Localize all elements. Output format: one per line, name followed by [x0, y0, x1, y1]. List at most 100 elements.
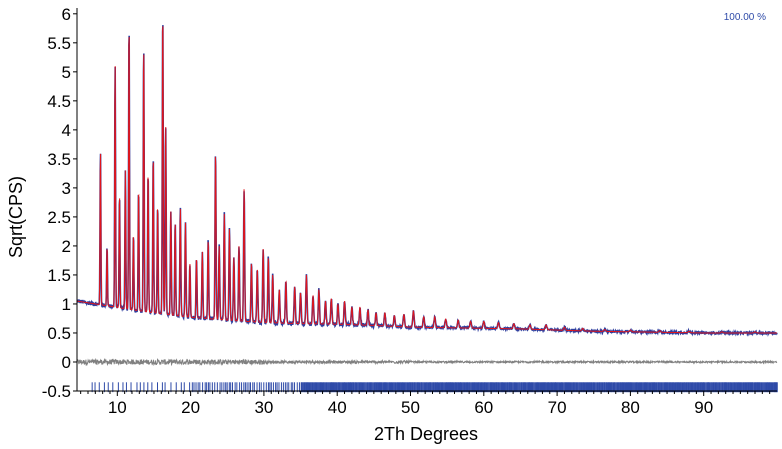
reflection-tick	[696, 382, 698, 393]
reflection-tick	[515, 382, 517, 393]
reflection-tick	[678, 382, 680, 393]
reflection-tick	[147, 382, 149, 393]
reflection-tick	[669, 382, 671, 393]
reflection-ticks	[91, 382, 778, 393]
reflection-tick	[641, 382, 643, 393]
reflection-tick	[475, 382, 477, 393]
reflection-tick	[643, 382, 645, 393]
reflection-tick	[436, 382, 438, 393]
reflection-tick	[543, 382, 545, 393]
reflection-tick	[493, 382, 495, 393]
reflection-tick	[655, 382, 657, 393]
reflection-tick	[571, 382, 573, 393]
reflection-tick	[455, 382, 457, 393]
reflection-tick	[544, 382, 546, 393]
reflection-tick	[614, 382, 616, 393]
reflection-tick	[388, 382, 390, 393]
reflection-tick	[364, 382, 366, 393]
reflection-tick	[327, 382, 329, 393]
reflection-tick	[241, 382, 243, 393]
reflection-tick	[755, 382, 757, 393]
reflection-tick	[619, 382, 621, 393]
reflection-tick	[343, 382, 345, 393]
reflection-tick	[628, 382, 630, 393]
reflection-tick	[282, 382, 284, 393]
reflection-tick	[683, 382, 685, 393]
reflection-tick	[766, 382, 768, 393]
reflection-tick	[207, 382, 209, 393]
reflection-tick	[696, 382, 698, 393]
reflection-tick	[211, 382, 213, 393]
reflection-tick	[438, 382, 440, 393]
reflection-tick	[708, 382, 710, 393]
reflection-tick	[323, 382, 325, 393]
reflection-tick	[478, 382, 480, 393]
reflection-tick	[310, 382, 312, 393]
reflection-tick	[579, 382, 581, 393]
reflection-tick	[444, 382, 446, 393]
reflection-tick	[328, 382, 330, 393]
reflection-tick	[750, 382, 752, 393]
reflection-tick	[317, 382, 319, 393]
y-tick-label: 5	[62, 63, 71, 82]
reflection-tick	[597, 382, 599, 393]
reflection-tick	[634, 382, 636, 393]
reflection-tick	[476, 382, 478, 393]
reflection-tick	[560, 382, 562, 393]
reflection-tick	[607, 382, 609, 393]
reflection-tick	[221, 382, 223, 393]
reflection-tick	[549, 382, 551, 393]
reflection-tick	[292, 382, 294, 393]
reflection-tick	[392, 382, 394, 393]
y-tick-label: 2.5	[47, 208, 71, 227]
reflection-tick	[417, 382, 419, 393]
reflection-tick	[355, 382, 357, 393]
reflection-tick	[543, 382, 545, 393]
reflection-tick	[753, 382, 755, 393]
reflection-tick	[583, 382, 585, 393]
reflection-tick	[481, 382, 483, 393]
reflection-tick	[430, 382, 432, 393]
reflection-tick	[453, 382, 455, 393]
reflection-tick	[267, 382, 269, 393]
reflection-tick	[288, 382, 290, 393]
reflection-tick	[458, 382, 460, 393]
reflection-tick	[563, 382, 565, 393]
reflection-tick	[397, 382, 399, 393]
reflection-tick	[704, 382, 706, 393]
reflection-tick	[457, 382, 459, 393]
reflection-tick	[437, 382, 439, 393]
reflection-tick	[395, 382, 397, 393]
reflection-tick	[311, 382, 313, 393]
reflection-tick	[447, 382, 449, 393]
reflection-tick	[514, 382, 515, 393]
reflection-tick	[503, 382, 505, 393]
reflection-tick	[729, 382, 731, 393]
reflection-tick	[202, 382, 204, 393]
reflection-tick	[599, 382, 601, 393]
reflection-tick	[502, 382, 504, 393]
reflection-tick	[357, 382, 359, 393]
reflection-tick	[711, 382, 713, 393]
reflection-tick	[368, 382, 370, 393]
reflection-tick	[508, 382, 510, 393]
reflection-tick	[715, 382, 717, 393]
reflection-tick	[680, 382, 682, 393]
reflection-tick	[633, 382, 635, 393]
reflection-tick	[431, 382, 433, 393]
reflection-tick	[478, 382, 480, 393]
reflection-tick	[726, 382, 728, 393]
reflection-tick	[98, 382, 100, 393]
reflection-tick	[561, 382, 563, 393]
reflection-tick	[736, 382, 738, 393]
reflection-tick	[752, 382, 754, 393]
reflection-tick	[688, 382, 690, 393]
reflection-tick	[157, 382, 158, 393]
reflection-tick	[652, 382, 654, 393]
reflection-tick	[421, 382, 423, 393]
y-tick-label: 1	[62, 295, 71, 314]
reflection-tick	[450, 382, 452, 393]
reflection-tick	[722, 382, 724, 393]
reflection-tick	[484, 382, 486, 393]
reflection-tick	[290, 382, 292, 393]
